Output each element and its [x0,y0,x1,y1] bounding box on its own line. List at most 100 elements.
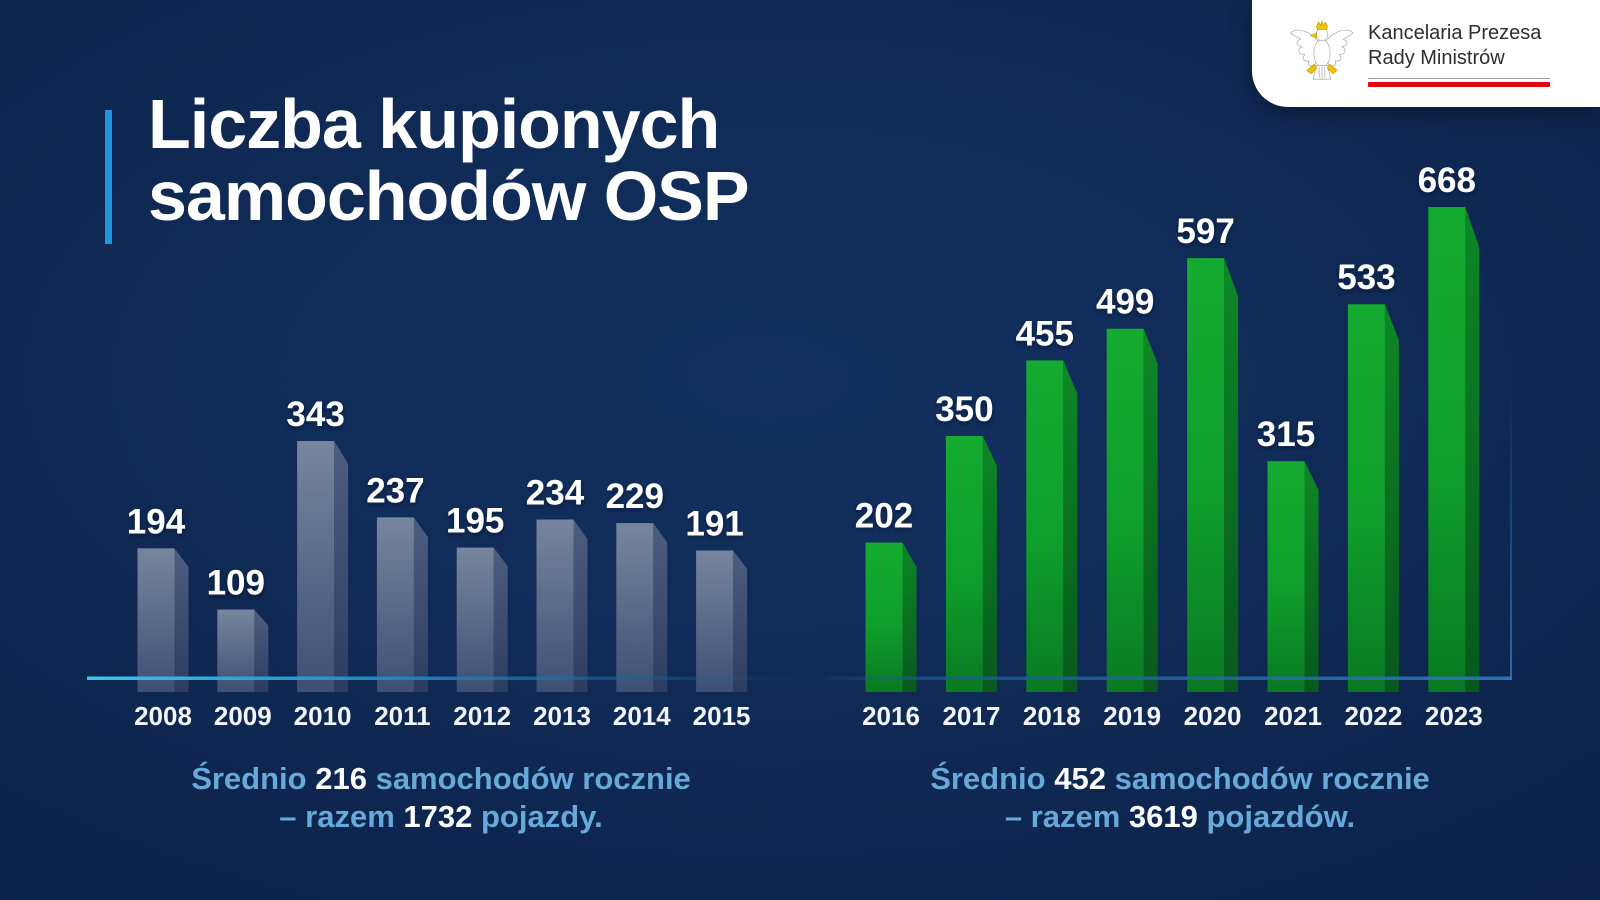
year-label: 2022 [1344,701,1402,731]
year-label: 2017 [942,701,1000,731]
bar-side-face [902,542,917,692]
bar-2009: 109 2009 [207,564,272,731]
bar-side-face [1384,304,1399,692]
bar-front-face [1347,304,1385,692]
org-name-line1: Kancelaria Prezesa [1368,21,1542,44]
bar-front-face [1187,258,1225,692]
bar-2023: 668 2023 [1418,161,1483,731]
bar-2020: 597 2020 [1176,212,1241,731]
bar-side-face [1465,207,1480,692]
caption-total-value: 3619 [1128,799,1198,834]
bar-side-face [733,550,748,692]
bar-2008: 194 2008 [127,502,192,731]
bar-2014: 229 2014 [606,477,672,731]
bar-value-label: 229 [606,477,664,516]
bar-front-face [536,519,574,692]
org-name-line2: Rady Ministrów [1368,46,1505,69]
bar-value-label: 668 [1418,161,1476,200]
bar-front-face [297,441,335,692]
bar-side-face [573,519,588,692]
bar-front-face [945,436,983,692]
chart-baseline [825,676,1512,680]
bar-chart-2016-2023: 202 2016 350 2017 455 2018 499 2019 597 2020 315 20… [825,161,1512,731]
bar-front-face [456,547,494,692]
bar-2021: 315 2021 [1257,415,1322,731]
bar-value-label: 499 [1096,283,1154,322]
bar-front-face [376,517,414,692]
title-accent-bar [105,110,112,244]
bar-value-label: 202 [855,497,913,536]
bar-front-face [1428,207,1466,692]
bar-2015: 191 2015 [685,504,750,731]
bar-2012: 195 2012 [446,502,511,731]
year-label: 2019 [1103,701,1161,731]
bar-2018: 455 2018 [1016,314,1081,731]
bar-2016: 202 2016 [855,497,920,731]
bar-side-face [334,441,349,692]
bar-side-face [653,523,668,692]
caption-suffix: pojazdy. [480,799,603,834]
year-label: 2015 [693,701,751,731]
chart-baseline [87,676,798,680]
bar-chart-2008-2015: 194 2008 109 2009 343 2010 237 2011 195 2012 234 20… [87,395,798,731]
caption-suffix: samochodów rocznie [375,761,691,796]
year-label: 2021 [1264,701,1322,731]
caption-prefix: Średnio [191,761,307,796]
bar-2019: 499 2019 [1096,283,1161,731]
bar-front-face [1106,328,1144,692]
year-label: 2013 [533,701,591,731]
caption-prefix: Średnio [930,761,1046,796]
page-title: Liczba kupionych samochodów OSP [148,85,750,235]
bar-value-label: 350 [935,390,993,429]
year-label: 2023 [1425,701,1483,731]
chart-caption-2008-2015: Średnio 216 samochodów rocznie – razem 1… [91,760,791,836]
bar-value-label: 597 [1176,212,1234,251]
bar-side-face [174,548,189,692]
bar-side-face [413,517,428,692]
page-title-line1: Liczba kupionych [148,85,720,163]
bar-value-label: 533 [1337,258,1395,297]
year-label: 2014 [613,701,671,731]
year-label: 2010 [294,701,352,731]
year-label: 2008 [134,701,192,731]
page-title-line2: samochodów OSP [148,157,750,235]
bar-2017: 350 2017 [935,390,1000,731]
bar-front-face [137,548,175,692]
bar-front-face [696,550,734,692]
bar-value-label: 191 [685,504,743,543]
bar-front-face [1267,461,1305,692]
bar-2013: 234 2013 [526,474,591,731]
year-label: 2009 [214,701,272,731]
bar-value-label: 237 [366,471,424,510]
bar-2011: 237 2011 [366,471,430,731]
bar-side-face [1304,461,1319,692]
caption-prefix: – razem [279,799,395,834]
bar-value-label: 234 [526,474,585,513]
bar-value-label: 455 [1016,314,1074,353]
bar-side-face [1224,258,1239,692]
bar-value-label: 195 [446,502,504,541]
bar-side-face [1063,360,1078,692]
year-label: 2020 [1184,701,1242,731]
logo-red-underline [1368,81,1550,87]
bar-2010: 343 2010 [286,395,351,731]
year-label: 2011 [374,701,430,731]
bar-front-face [865,542,903,692]
caption-total-value: 1732 [403,799,473,834]
logo-divider-line [1368,77,1550,79]
bar-value-label: 194 [127,502,186,541]
org-name-block: Kancelaria Prezesa Rady Ministrów [1368,21,1550,87]
bar-side-face [493,547,508,692]
bar-side-face [982,436,997,692]
polish-eagle-icon [1290,19,1354,80]
bar-front-face [1026,360,1064,692]
chart-frame-right-line [1510,390,1512,680]
year-label: 2018 [1023,701,1081,731]
bar-front-face [616,523,654,692]
caption-average-value: 452 [1054,761,1106,796]
bar-value-label: 343 [286,395,344,434]
caption-prefix: – razem [1004,799,1121,834]
year-label: 2012 [453,701,511,731]
bar-value-label: 109 [207,564,265,603]
